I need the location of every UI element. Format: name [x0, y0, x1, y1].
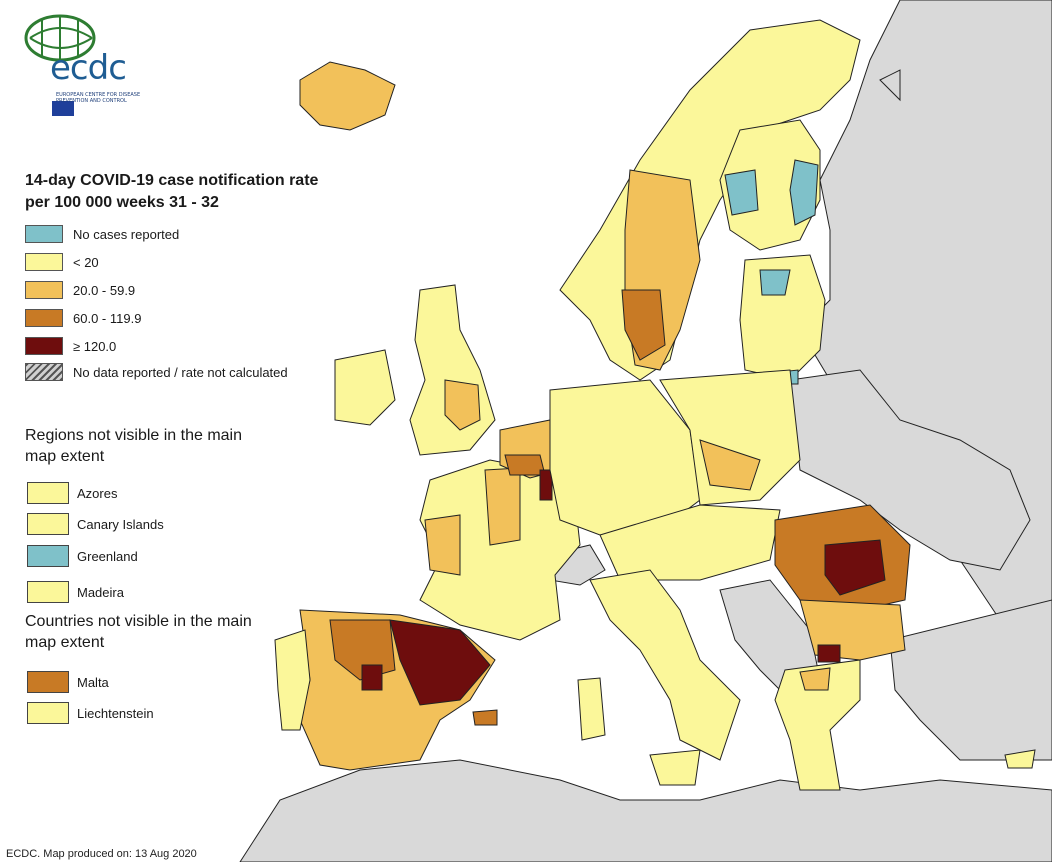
- cyprus-shape: [1004, 749, 1036, 769]
- ecdc-logo: [22, 8, 152, 118]
- norway-sea-hatch-region: [879, 69, 901, 102]
- legend-label: ≥ 120.0: [73, 338, 117, 354]
- footer-credit: ECDC. Map produced on: 13 Aug 2020: [6, 848, 197, 860]
- legend-label: 60.0 - 119.9: [73, 310, 142, 326]
- italy: [589, 569, 741, 761]
- poland-czech: [659, 369, 801, 506]
- british-isles: [334, 284, 496, 456]
- region-swatch: [27, 482, 69, 504]
- iceland-shape: [299, 61, 396, 131]
- region-item: Madeira: [27, 581, 124, 603]
- country-item: Malta: [27, 671, 109, 693]
- continental-europe: [419, 369, 911, 791]
- greece: [774, 659, 861, 791]
- baltics: [739, 254, 826, 385]
- region-swatch: [27, 545, 69, 567]
- north-africa-region: [239, 759, 1052, 862]
- region-swatch: [27, 513, 69, 535]
- legend-item: < 20: [25, 252, 99, 272]
- legend-item: ≥ 120.0: [25, 336, 116, 356]
- country-swatch: [27, 702, 69, 724]
- region-label: Greenland: [77, 548, 138, 564]
- region-item: Canary Islands: [27, 513, 164, 535]
- region-label: Azores: [77, 485, 118, 501]
- legend-label: No cases reported: [73, 226, 180, 242]
- country-label: Malta: [77, 674, 109, 690]
- legend-item: No cases reported: [25, 224, 179, 244]
- region-item: Greenland: [27, 545, 138, 567]
- turkey-region: [889, 599, 1052, 761]
- logo-word: ecdc: [50, 48, 127, 88]
- map-title: 14-day COVID-19 case notification rate p…: [25, 172, 319, 211]
- scandinavia: [559, 19, 861, 381]
- legend-swatch: [25, 337, 63, 355]
- legend-label: 20.0 - 59.9: [73, 282, 136, 298]
- globe-logo-icon: [24, 14, 96, 62]
- legend-item: 60.0 - 119.9: [25, 308, 141, 328]
- country-label: Liechtenstein: [77, 705, 154, 721]
- legend-swatch: [25, 281, 63, 299]
- balearics: [472, 709, 498, 726]
- region-swatch: [27, 581, 69, 603]
- portugal: [274, 629, 311, 731]
- bulgaria: [799, 599, 906, 661]
- legend-swatch: [25, 309, 63, 327]
- logo-subtitle: EUROPEAN CENTRE FOR DISEASE PREVENTION A…: [56, 92, 141, 104]
- legend-swatch: [25, 363, 63, 381]
- eu-flag-icon: [52, 101, 74, 116]
- belarus-ukraine-region: [789, 369, 1031, 571]
- iberia: [274, 609, 498, 771]
- legend-swatch: [25, 253, 63, 271]
- country-item: Liechtenstein: [27, 702, 154, 724]
- region-item: Azores: [27, 482, 117, 504]
- legend-label: No data reported / rate not calculated: [73, 364, 288, 380]
- regions-heading: Regions not visible in the main map exte…: [25, 427, 243, 465]
- legend-swatch: [25, 225, 63, 243]
- country-swatch: [27, 671, 69, 693]
- legend-label: < 20: [73, 254, 99, 270]
- sardinia: [577, 677, 606, 741]
- legend-item: 20.0 - 59.9: [25, 280, 135, 300]
- legend-item: No data reported / rate not calculated: [25, 362, 288, 382]
- countries-heading: Countries not visible in the main map ex…: [25, 613, 252, 651]
- region-label: Canary Islands: [77, 516, 164, 532]
- sicily: [649, 749, 701, 786]
- region-label: Madeira: [77, 584, 124, 600]
